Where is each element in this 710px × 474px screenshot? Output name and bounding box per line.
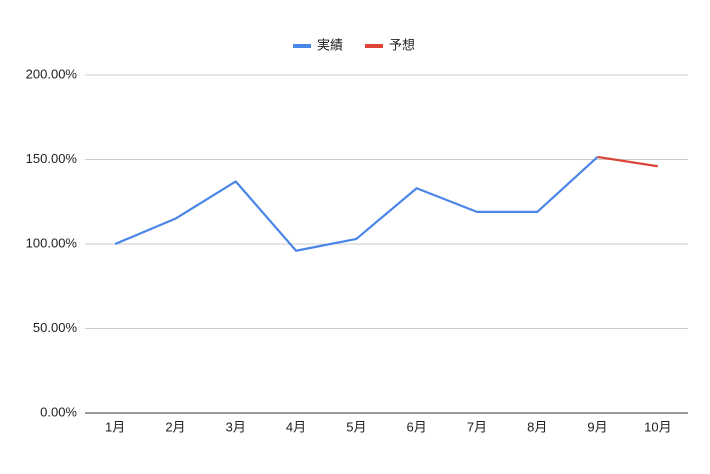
x-tick-label: 1月 [105, 419, 125, 434]
x-tick-label: 5月 [346, 419, 366, 434]
x-tick-label: 8月 [527, 419, 547, 434]
x-tick-label: 4月 [286, 419, 306, 434]
x-tick-label: 2月 [165, 419, 185, 434]
legend-label: 予想 [389, 37, 415, 52]
x-tick-label: 7月 [467, 419, 487, 434]
y-tick-label: 100.00% [26, 235, 78, 250]
y-tick-label: 150.00% [26, 151, 78, 166]
series-line [114, 156, 599, 252]
y-tick-label: 0.00% [40, 404, 77, 419]
legend-label: 実績 [317, 37, 343, 52]
y-tick-label: 50.00% [33, 320, 78, 335]
x-tick-label: 10月 [644, 419, 671, 434]
x-tick-label: 9月 [587, 419, 607, 434]
x-tick-label: 3月 [226, 419, 246, 434]
series-line [597, 155, 659, 168]
y-tick-label: 200.00% [26, 66, 78, 81]
x-tick-label: 6月 [407, 419, 427, 434]
